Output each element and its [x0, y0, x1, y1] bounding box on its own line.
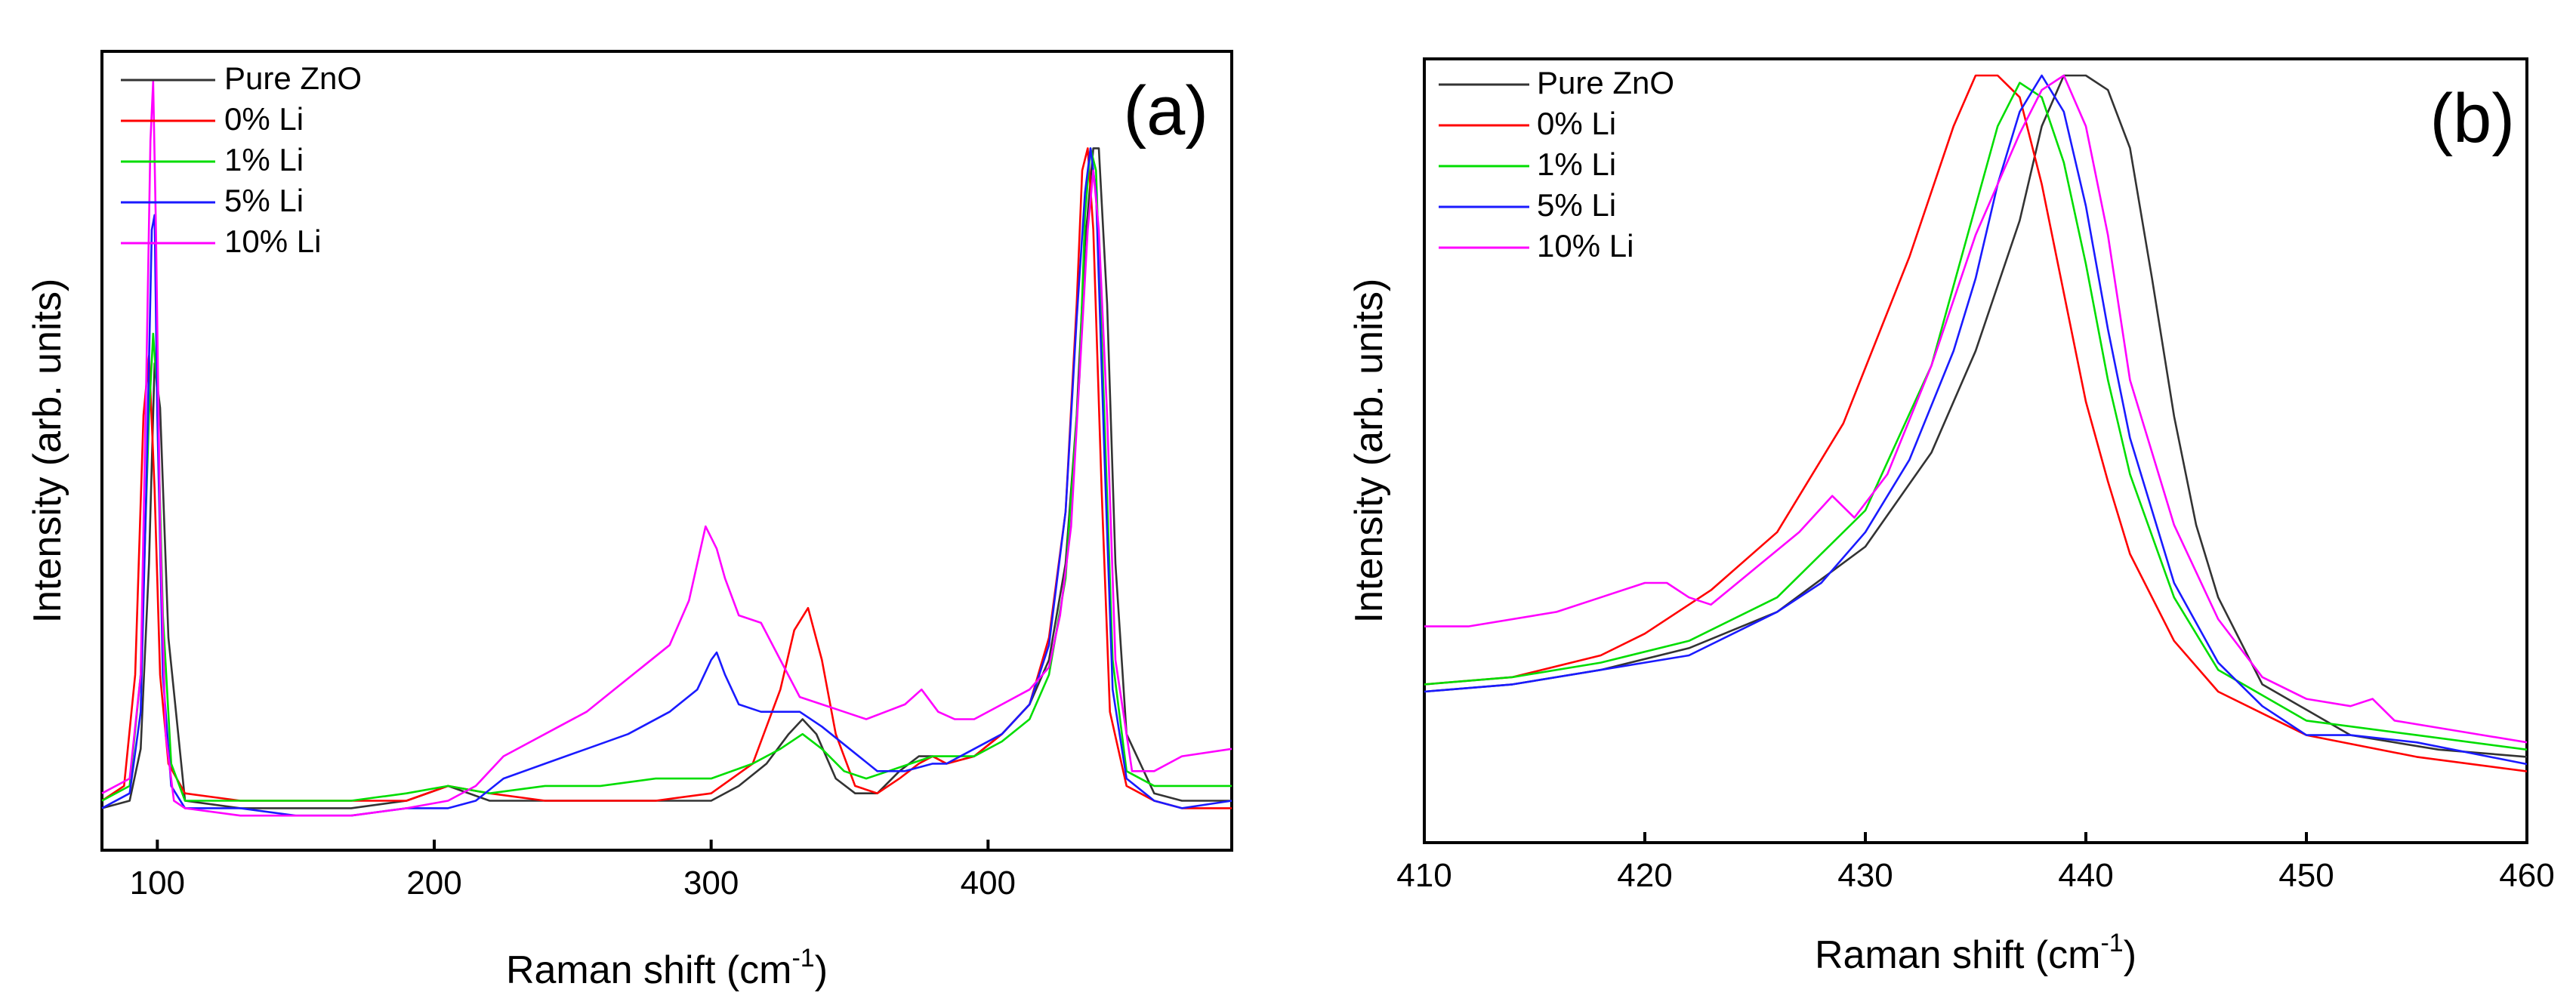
legend-label-b-pure-zno: Pure ZnO — [1537, 65, 1674, 100]
chart-panel-b: 410 420 430 440 450 460 Pure ZnO 0% Li 1% Li 5% … — [1347, 57, 2555, 977]
series-line-b-0-li — [1424, 74, 2528, 772]
x-axis-title-b-end: ) — [2124, 933, 2136, 977]
x-tick-label-a-100: 100 — [130, 865, 185, 902]
legend-label-a-0-li: 0% Li — [224, 101, 304, 137]
x-tick-label-b-430: 430 — [1837, 857, 1893, 894]
x-ticks-b: 410 420 430 440 450 460 — [1396, 832, 2555, 894]
x-tick-label-b-420: 420 — [1617, 857, 1672, 894]
plot-area-b — [1423, 57, 2528, 844]
y-axis-title-a: Intensity (arb. units) — [26, 279, 69, 624]
legend-label-b-5-li: 5% Li — [1537, 187, 1616, 223]
chart-panel-a: 100 200 300 400 Pure ZnO 0% Li 1% Li 5% Li 10% … — [26, 50, 1233, 992]
series-group-b — [1424, 74, 2528, 772]
x-axis-title-a-sup: -1 — [791, 944, 814, 973]
x-tick-label-b-440: 440 — [2058, 857, 2113, 894]
x-tick-label-a-300: 300 — [683, 865, 739, 902]
series-line-b-1-li — [1424, 82, 2528, 751]
panel-label-a: (a) — [1124, 72, 1208, 150]
x-tick-label-a-400: 400 — [961, 865, 1016, 902]
panel-label-b: (b) — [2430, 80, 2515, 157]
x-axis-title-a-main: Raman shift (cm — [506, 948, 792, 992]
legend-a: Pure ZnO 0% Li 1% Li 5% Li 10% Li — [121, 60, 362, 259]
x-tick-label-b-410: 410 — [1396, 857, 1452, 894]
x-axis-title-a-end: ) — [815, 948, 828, 992]
x-axis-title-b-main: Raman shift (cm — [1815, 933, 2101, 977]
y-axis-title-b: Intensity (arb. units) — [1347, 279, 1391, 624]
legend-label-b-0-li: 0% Li — [1537, 106, 1616, 141]
series-line-a-10-li — [101, 80, 1232, 817]
x-axis-title-b-sup: -1 — [2100, 929, 2123, 957]
plot-area-a — [100, 50, 1233, 852]
legend-label-a-5-li: 5% Li — [224, 183, 304, 218]
x-tick-label-b-450: 450 — [2278, 857, 2334, 894]
series-group-a — [101, 80, 1232, 817]
legend-label-a-pure-zno: Pure ZnO — [224, 60, 362, 96]
x-ticks-a: 100 200 300 400 — [130, 840, 1016, 902]
x-axis-title-a: Raman shift (cm-1) — [506, 944, 828, 992]
x-tick-label-b-460: 460 — [2499, 857, 2554, 894]
legend-label-b-1-li: 1% Li — [1537, 146, 1616, 182]
legend-label-b-10-li: 10% Li — [1537, 228, 1634, 264]
x-axis-title-b: Raman shift (cm-1) — [1815, 929, 2136, 977]
legend-b: Pure ZnO 0% Li 1% Li 5% Li 10% Li — [1439, 65, 1674, 264]
x-tick-label-a-200: 200 — [406, 865, 461, 902]
legend-label-a-1-li: 1% Li — [224, 142, 304, 177]
series-line-b-5-li — [1424, 74, 2528, 766]
series-line-b-10-li — [1424, 74, 2528, 744]
legend-label-a-10-li: 10% Li — [224, 223, 321, 259]
series-line-b-pure-zno — [1424, 74, 2528, 758]
